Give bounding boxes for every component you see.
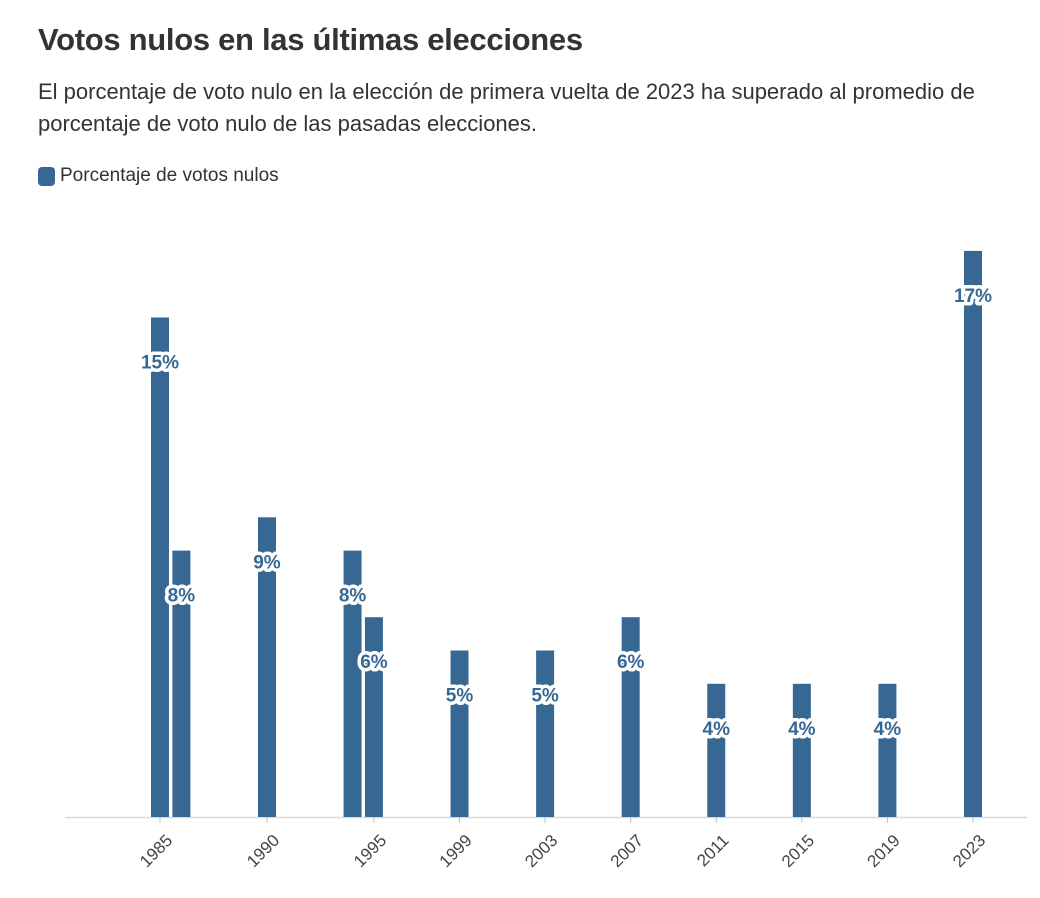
legend-label: Porcentaje de votos nulos: [60, 165, 279, 186]
x-tick-label-2019: 2019: [864, 831, 904, 871]
data-label-2023: 17%: [954, 286, 992, 307]
chart-title: Votos nulos en las últimas elecciones: [38, 22, 583, 57]
data-label-2015: 4%: [788, 719, 816, 740]
data-label-2019: 4%: [874, 719, 902, 740]
legend: Porcentaje de votos nulos: [38, 165, 279, 187]
bar-1994: [343, 550, 362, 817]
x-tick-label-2003: 2003: [521, 831, 561, 871]
chart-subtitle: El porcentaje de voto nulo en la elecció…: [38, 79, 975, 136]
x-tick-label-2007: 2007: [607, 831, 647, 871]
data-label-2003: 5%: [531, 686, 559, 707]
bar-2003: [536, 650, 555, 817]
bar-2011: [707, 683, 726, 817]
bar-2015: [792, 683, 811, 817]
x-tick-label-2011: 2011: [693, 831, 732, 870]
legend-swatch: [38, 166, 55, 186]
data-label-1995: 6%: [360, 652, 388, 673]
bar-1999: [450, 650, 469, 817]
x-tick-label-1985: 1985: [136, 831, 176, 871]
bar-2007: [621, 617, 640, 817]
data-label-1985: 15%: [141, 353, 179, 374]
bar-2023: [964, 250, 982, 817]
data-label-1986: 8%: [168, 586, 196, 607]
x-tick-label-2023: 2023: [949, 831, 989, 871]
data-label-1990: 9%: [253, 552, 281, 573]
bar-2019: [878, 683, 897, 817]
data-label-2011: 4%: [703, 719, 731, 740]
data-label-2007: 6%: [617, 652, 645, 673]
bar-1985: [151, 317, 169, 817]
bar-1995: [364, 617, 383, 817]
bar-1990: [257, 517, 276, 817]
x-tick-label-1999: 1999: [436, 831, 476, 871]
data-label-1999: 5%: [446, 686, 474, 707]
x-tick-label-1995: 1995: [350, 831, 390, 871]
bar-1986: [172, 550, 191, 817]
x-tick-label-2015: 2015: [778, 831, 818, 871]
x-tick-label-1990: 1990: [243, 831, 283, 871]
data-label-1994: 8%: [339, 586, 367, 607]
